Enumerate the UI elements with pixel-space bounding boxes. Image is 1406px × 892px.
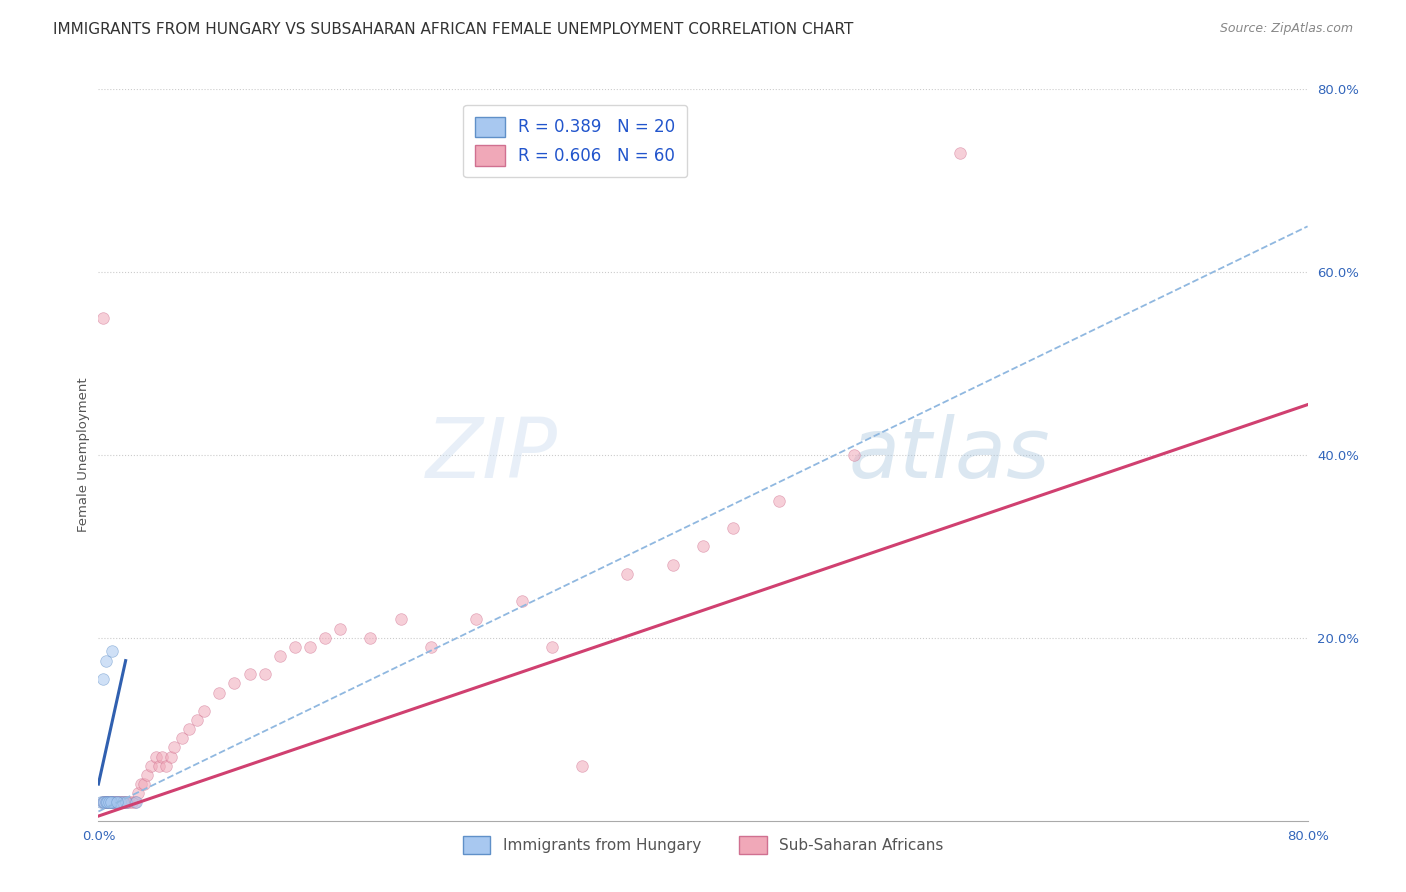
Point [420, 640, 443, 654]
Point [329, 622, 352, 636]
Point [100, 796, 122, 810]
Point [208, 686, 231, 700]
Point [94, 796, 117, 810]
Point [121, 796, 143, 810]
Point [125, 796, 148, 810]
Point [94, 796, 117, 810]
Point [110, 796, 132, 810]
Point [100, 796, 122, 810]
Point [179, 723, 201, 737]
Text: ZIP: ZIP [426, 415, 558, 495]
Point [163, 740, 186, 755]
Point [155, 758, 177, 772]
Point [112, 796, 135, 810]
Point [129, 777, 152, 791]
Point [98, 796, 121, 810]
Y-axis label: Female Unemployment: Female Unemployment [77, 377, 90, 533]
Point [91, 796, 114, 810]
Point [224, 676, 246, 690]
Point [101, 796, 124, 810]
Point [465, 613, 488, 627]
Point [186, 713, 208, 727]
Point [141, 758, 163, 772]
Point [389, 613, 412, 627]
Point [150, 749, 173, 764]
Point [768, 493, 790, 508]
Point [844, 448, 866, 462]
Point [124, 796, 146, 810]
Point [100, 796, 122, 810]
Point [360, 631, 382, 645]
Point [105, 796, 128, 810]
Point [949, 146, 972, 161]
Point [111, 796, 134, 810]
Point [105, 796, 128, 810]
Point [105, 796, 128, 810]
Point [91, 310, 114, 325]
Point [103, 796, 125, 810]
Text: atlas: atlas [848, 415, 1050, 495]
Point [104, 796, 127, 810]
Point [661, 558, 683, 572]
Point [193, 704, 215, 718]
Point [571, 758, 593, 772]
Point [253, 667, 276, 681]
Point [94, 796, 117, 810]
Point [96, 796, 118, 810]
Point [135, 768, 157, 782]
Point [96, 796, 118, 810]
Point [148, 758, 170, 772]
Point [269, 649, 291, 664]
Point [114, 796, 136, 810]
Point [510, 594, 533, 608]
Point [692, 539, 714, 553]
Point [101, 796, 124, 810]
Point [103, 796, 125, 810]
Point [160, 749, 183, 764]
Point [284, 640, 307, 654]
Point [101, 644, 124, 658]
Point [98, 796, 121, 810]
Point [108, 796, 131, 810]
Text: Source: ZipAtlas.com: Source: ZipAtlas.com [1219, 22, 1353, 36]
Point [107, 796, 129, 810]
Point [91, 672, 114, 686]
Point [299, 640, 322, 654]
Point [94, 654, 117, 668]
Point [115, 796, 138, 810]
Point [114, 796, 136, 810]
Point [127, 786, 149, 800]
Point [118, 796, 141, 810]
Point [145, 749, 167, 764]
Legend: Immigrants from Hungary, Sub-Saharan Africans: Immigrants from Hungary, Sub-Saharan Afr… [457, 830, 949, 861]
Point [96, 796, 118, 810]
Point [723, 521, 745, 535]
Text: IMMIGRANTS FROM HUNGARY VS SUBSAHARAN AFRICAN FEMALE UNEMPLOYMENT CORRELATION CH: IMMIGRANTS FROM HUNGARY VS SUBSAHARAN AF… [53, 22, 853, 37]
Point [170, 731, 193, 746]
Point [314, 631, 336, 645]
Point [90, 796, 112, 810]
Point [616, 566, 638, 581]
Point [91, 796, 114, 810]
Point [93, 796, 115, 810]
Point [239, 667, 262, 681]
Point [108, 796, 131, 810]
Point [93, 796, 115, 810]
Point [132, 777, 155, 791]
Point [540, 640, 562, 654]
Point [111, 796, 134, 810]
